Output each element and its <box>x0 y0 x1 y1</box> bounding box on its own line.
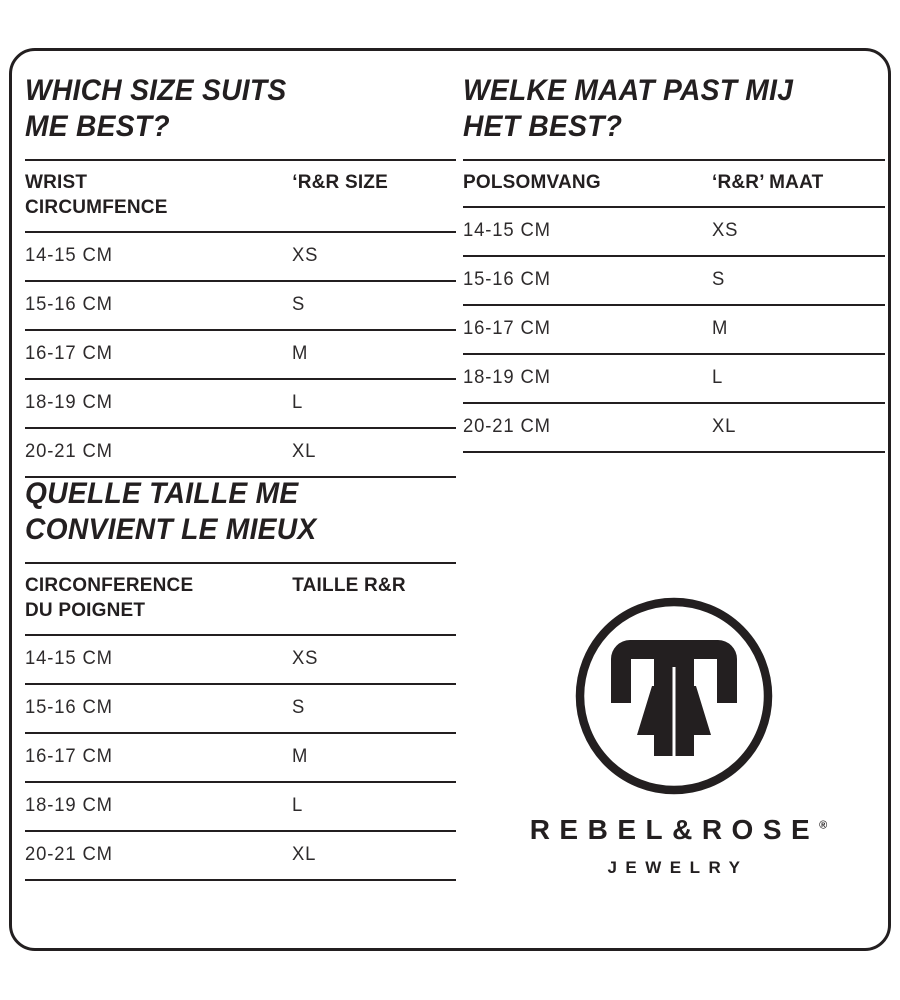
cell-size: L <box>292 782 452 832</box>
cell-size: M <box>711 305 880 355</box>
size-panel-english: WHICH SIZE SUITS ME BEST? WRIST CIRCUMFE… <box>25 73 456 478</box>
column-header-size: TAILLE R&R <box>292 562 456 636</box>
cell-size: L <box>292 379 452 429</box>
cell-size: S <box>711 256 880 306</box>
table-row: 20-21 CM XL <box>25 831 456 881</box>
size-table-french: CIRCONFERENCE DU POIGNET TAILLE R&R 14-1… <box>25 562 456 881</box>
table-row: 15-16 CM S <box>25 684 456 734</box>
cell-size: M <box>292 733 452 783</box>
column-header-circumference: WRIST CIRCUMFENCE <box>25 159 293 233</box>
table-row: 14-15 CM XS <box>463 207 885 257</box>
cell-circumference: 15-16 CM <box>25 281 285 331</box>
column-header-circumference: CIRCONFERENCE DU POIGNET <box>25 562 293 636</box>
size-chart-card: WHICH SIZE SUITS ME BEST? WRIST CIRCUMFE… <box>9 48 891 951</box>
cell-circumference: 16-17 CM <box>25 733 285 783</box>
size-table-dutch: POLSOMVANG ‘R&R’ MAAT 14-15 CM XS 15-16 … <box>463 159 885 453</box>
column-header-size: ‘R&R’ MAAT <box>711 159 885 208</box>
size-table-english: WRIST CIRCUMFENCE ‘R&R SIZE 14-15 CM XS … <box>25 159 456 478</box>
cell-circumference: 20-21 CM <box>25 831 285 881</box>
size-table-wrap-english: WRIST CIRCUMFENCE ‘R&R SIZE 14-15 CM XS … <box>25 159 456 478</box>
table-row: 16-17 CM M <box>25 330 456 380</box>
cell-size: XS <box>711 207 880 257</box>
cell-circumference: 20-21 CM <box>463 403 705 453</box>
brand-logo-block: REBEL&ROSE® JEWELRY <box>463 596 885 878</box>
table-header-row: CIRCONFERENCE DU POIGNET TAILLE R&R <box>25 562 456 636</box>
cell-circumference: 15-16 CM <box>463 256 705 306</box>
cell-size: M <box>292 330 452 380</box>
cell-circumference: 18-19 CM <box>463 354 705 404</box>
table-row: 15-16 CM S <box>25 281 456 331</box>
size-panel-french: QUELLE TAILLE ME CONVIENT LE MIEUX CIRCO… <box>25 476 456 881</box>
table-row: 16-17 CM M <box>25 733 456 783</box>
rebel-rose-logo-icon <box>575 597 773 795</box>
size-table-wrap-french: CIRCONFERENCE DU POIGNET TAILLE R&R 14-1… <box>25 562 456 881</box>
table-row: 18-19 CM L <box>25 782 456 832</box>
cell-size: XL <box>292 428 452 478</box>
table-row: 14-15 CM XS <box>25 232 456 282</box>
brand-tagline: JEWELRY <box>607 858 749 877</box>
cell-circumference: 18-19 CM <box>25 379 285 429</box>
cell-circumference: 14-15 CM <box>25 232 285 282</box>
column-header-circumference: POLSOMVANG <box>463 159 712 208</box>
logo-circle-outline <box>575 597 773 795</box>
table-row: 15-16 CM S <box>463 256 885 306</box>
cell-size: S <box>292 281 452 331</box>
cell-circumference: 16-17 CM <box>463 305 705 355</box>
cell-circumference: 20-21 CM <box>25 428 285 478</box>
table-row: 20-21 CM XL <box>25 428 456 478</box>
table-row: 20-21 CM XL <box>463 403 885 453</box>
size-panel-dutch: WELKE MAAT PAST MIJ HET BEST? POLSOMVANG… <box>463 73 885 453</box>
cell-circumference: 15-16 CM <box>25 684 285 734</box>
column-header-size: ‘R&R SIZE <box>292 159 456 233</box>
table-row: 14-15 CM XS <box>25 635 456 685</box>
cell-circumference: 14-15 CM <box>25 635 285 685</box>
size-table-wrap-dutch: POLSOMVANG ‘R&R’ MAAT 14-15 CM XS 15-16 … <box>463 159 885 453</box>
brand-wordmark-text: REBEL&ROSE <box>529 814 820 845</box>
panel-title-french: QUELLE TAILLE ME CONVIENT LE MIEUX <box>25 477 317 546</box>
table-header-row: WRIST CIRCUMFENCE ‘R&R SIZE <box>25 159 456 233</box>
cell-circumference: 18-19 CM <box>25 782 285 832</box>
cell-size: XS <box>292 635 452 685</box>
table-row: 18-19 CM L <box>25 379 456 429</box>
cell-size: S <box>292 684 452 734</box>
cell-size: XL <box>292 831 452 881</box>
cell-size: L <box>711 354 880 404</box>
brand-wordmark: REBEL&ROSE® <box>463 814 885 846</box>
cell-circumference: 16-17 CM <box>25 330 285 380</box>
panel-title-english: WHICH SIZE SUITS ME BEST? <box>25 74 287 143</box>
panel-title-dutch: WELKE MAAT PAST MIJ HET BEST? <box>463 74 794 143</box>
registered-trademark-icon: ® <box>819 819 828 832</box>
cell-size: XL <box>711 403 880 453</box>
table-row: 16-17 CM M <box>463 305 885 355</box>
table-row: 18-19 CM L <box>463 354 885 404</box>
cell-circumference: 14-15 CM <box>463 207 705 257</box>
logo-monogram-rr <box>611 640 737 756</box>
table-header-row: POLSOMVANG ‘R&R’ MAAT <box>463 159 885 208</box>
cell-size: XS <box>292 232 452 282</box>
